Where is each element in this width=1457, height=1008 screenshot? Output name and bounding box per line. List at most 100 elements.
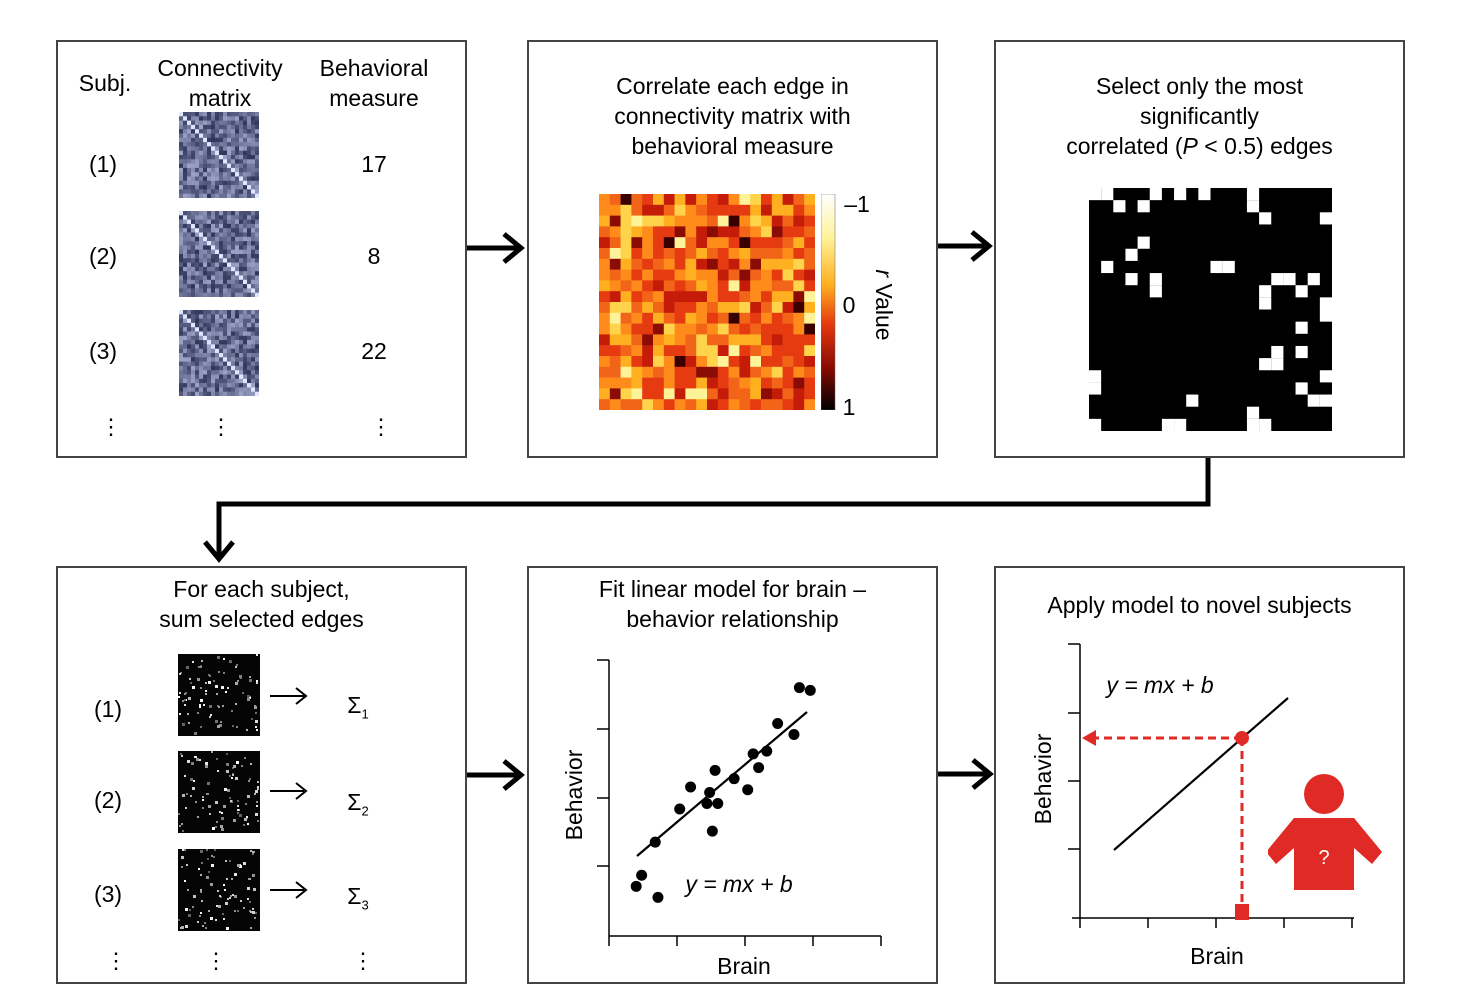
matrix-cell: [215, 124, 220, 130]
heatmap-cell: [663, 280, 675, 292]
y-axis-label: Behavior: [561, 749, 587, 841]
matrix-cell: [251, 163, 256, 169]
matrix-cell: [223, 370, 228, 375]
matrix-dot: [247, 898, 249, 900]
heatmap-cell: [717, 323, 729, 335]
matrix-cell: [239, 357, 244, 362]
matrix-cell: [243, 219, 248, 225]
matrix-cell: [243, 374, 248, 380]
matrix-dot: [184, 775, 186, 777]
mask-cell-selected: [1125, 273, 1138, 286]
mask-cell-selected: [1089, 188, 1102, 201]
heatmap-cell: [663, 194, 675, 206]
heatmap-cell: [685, 269, 697, 281]
matrix-cell: [251, 167, 256, 173]
colorbar-label-r: r: [871, 269, 897, 278]
matrix-cell: [183, 348, 188, 354]
matrix-cell: [251, 112, 256, 117]
matrix-cell: [239, 124, 244, 130]
matrix-cell: [207, 331, 212, 337]
matrix-cell: [239, 284, 244, 289]
matrix-cell: [199, 189, 204, 194]
heatmap-cell: [728, 194, 740, 206]
matrix-cell: [179, 262, 184, 268]
matrix-cell: [211, 365, 216, 371]
matrix-dot: [193, 780, 195, 782]
matrix-dot: [181, 926, 184, 929]
heatmap-cell: [739, 215, 751, 227]
matrix-cell: [243, 176, 248, 182]
matrix-cell: [239, 245, 244, 250]
matrix-cell: [219, 262, 224, 268]
matrix-cell: [203, 387, 208, 392]
matrix-cell: [227, 180, 232, 186]
matrix-dot: [246, 729, 248, 731]
matrix-cell: [223, 322, 228, 328]
matrix-cell: [239, 331, 244, 337]
matrix-cell: [183, 314, 188, 319]
matrix-cell: [235, 180, 240, 186]
heatmap-cell: [739, 323, 751, 335]
matrix-cell: [179, 378, 184, 384]
matrix-cell: [231, 279, 236, 285]
mask-cell-selected: [1319, 297, 1332, 310]
matrix-cell: [251, 288, 256, 293]
matrix-cell: [231, 314, 236, 319]
matrix-cell: [187, 310, 192, 315]
scatter-point: [636, 869, 648, 881]
matrix-cell: [183, 383, 188, 388]
panel-connectivity-input: Subj. Connectivity matrix Behavioral mea…: [56, 40, 467, 458]
matrix-cell: [187, 340, 192, 345]
heatmap-cell: [599, 302, 611, 314]
matrix-cell: [183, 266, 188, 272]
matrix-cell: [215, 310, 220, 315]
prediction-arrowhead: [1082, 730, 1096, 746]
matrix-cell: [199, 112, 204, 117]
heatmap-cell: [599, 345, 611, 357]
matrix-cell: [195, 172, 200, 177]
matrix-cell: [203, 112, 208, 117]
header-connectivity-line2: matrix: [188, 85, 252, 111]
heatmap-cell: [761, 237, 773, 249]
matrix-cell: [195, 391, 200, 396]
matrix-cell: [183, 374, 188, 380]
ellipsis: ⋮: [100, 414, 122, 439]
heatmap-cell: [761, 291, 773, 303]
matrix-cell: [215, 219, 220, 225]
matrix-cell: [183, 167, 188, 173]
matrix-cell: [179, 279, 184, 285]
matrix-cell: [191, 133, 196, 139]
matrix-cell: [251, 249, 256, 255]
matrix-cell: [207, 249, 212, 255]
matrix-cell: [187, 180, 192, 186]
matrix-cell: [223, 185, 228, 190]
matrix-cell: [219, 241, 224, 246]
heatmap-cell: [674, 345, 686, 357]
matrix-cell: [231, 129, 236, 134]
heatmap-cell: [609, 237, 621, 249]
matrix-cell: [243, 232, 248, 238]
matrix-cell: [211, 310, 216, 315]
matrix-cell: [243, 322, 248, 328]
matrix-cell: [251, 348, 256, 354]
matrix-cell: [179, 176, 184, 182]
matrix-cell: [255, 150, 259, 156]
person-question-mark: ?: [1318, 847, 1330, 869]
matrix-cell: [227, 155, 232, 160]
matrix-cell: [207, 279, 212, 285]
matrix-cell: [247, 185, 252, 190]
matrix-cell: [195, 159, 200, 164]
matrix-cell: [191, 387, 196, 392]
heatmap-cell: [707, 248, 719, 260]
mask-cell-selected: [1295, 345, 1308, 359]
matrix-cell: [251, 266, 256, 272]
matrix-cell: [243, 387, 248, 392]
matrix-cell: [207, 241, 212, 246]
heatmap-cell: [620, 334, 632, 346]
matrix-cell: [199, 232, 204, 238]
matrix-cell: [223, 116, 228, 121]
heatmap-cell: [717, 345, 729, 357]
matrix-cell: [255, 262, 259, 268]
matrix-cell: [223, 236, 228, 242]
matrix-dot: [208, 805, 211, 808]
